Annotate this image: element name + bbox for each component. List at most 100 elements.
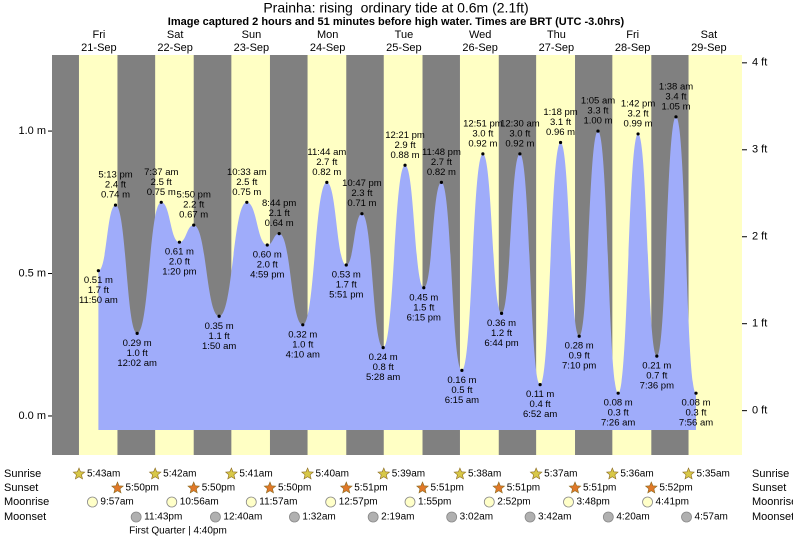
tide-label: 4:59 pm [250,270,284,281]
tide-label: 1.1 ft [209,331,230,342]
tide-label: 2.4 ft [105,180,126,191]
y2-tick-label: 4 ft [752,57,767,69]
sunset-time: 5:51pm [354,483,387,494]
row-label: Moonset [4,511,46,523]
tide-area [98,116,697,430]
tide-label: 0.3 ft [685,408,706,419]
sunset-time: 5:50pm [125,483,158,494]
tide-label: 1:50 am [202,341,236,352]
tide-label: 5:28 am [366,372,400,383]
moonset-time: 12:40am [223,512,262,523]
tide-label: 0.75 m [147,187,176,198]
row-label: Sunset [752,482,786,494]
tide-label: 7:56 am [679,418,713,429]
tide-point [96,269,100,273]
sunset-time: 5:52pm [659,483,692,494]
sun-icon [453,467,467,480]
tide-label: 1.7 ft [336,279,357,290]
tide-label: 0.96 m [546,127,575,138]
tide-label: 4:10 am [286,349,320,360]
tide-point [636,132,640,136]
tide-label: 1.0 ft [127,348,148,359]
tide-label: 1.7 ft [88,285,109,296]
tide-point [616,391,620,395]
tide-label: 0.11 m [526,389,554,400]
tide-point [277,232,281,236]
moonrise-time: 10:56am [180,497,219,508]
tide-point [217,314,221,318]
tide-label: 11:44 am [307,147,346,158]
row-label: Moonset [752,511,793,523]
tide-label: 0.16 m [447,375,476,386]
moonrise-icon [404,496,416,508]
tide-label: 0.99 m [624,118,653,129]
tide-label: 0.5 ft [451,385,472,396]
row-label: Sunrise [4,468,41,480]
tide-point [655,354,659,358]
sunset-time: 5:50pm [202,483,235,494]
tide-label: 6:52 am [523,409,557,420]
tide-label: 11:48 pm [422,147,461,158]
weekday-label: Sun [242,29,262,41]
tide-label: 12:51 pm [463,118,503,129]
date-label: 27-Sep [539,42,574,54]
tide-label: 0.08 m [604,398,633,409]
tide-label: 0.21 m [642,361,671,372]
moonset-icon [130,511,142,523]
tide-label: 0.64 m [265,218,294,229]
weekday-label: Wed [469,29,491,41]
tide-label: 6:44 pm [484,338,518,349]
tide-label: 2.9 ft [394,140,415,151]
tide-point [245,200,249,204]
tide-point [325,180,329,184]
sunrise-time: 5:35am [697,469,730,480]
tide-label: 0.4 ft [530,399,551,410]
sunrise-time: 5:43am [87,469,120,480]
weekday-label: Thu [547,29,566,41]
moonrise-icon [642,496,653,508]
date-label: 25-Sep [386,42,421,54]
sunset-time: 5:51pm [507,483,540,494]
moonset-icon [367,511,379,523]
moonrise-time: 3:48pm [576,497,609,508]
sunset-time: 5:51pm [583,483,616,494]
tide-label: 0.36 m [487,318,516,329]
tide-label: 1.2 ft [491,328,512,339]
moonset-time: 11:43pm [144,512,182,523]
tide-label: 0.7 ft [646,371,667,382]
tide-point [381,345,385,350]
sun-icon [682,467,695,480]
tide-label: 7:10 pm [562,361,596,372]
tide-point [481,152,485,156]
sunset-time: 5:51pm [431,483,464,494]
tide-label: 1:18 pm [543,107,577,118]
tide-point [499,311,504,316]
tide-label: 2.0 ft [169,257,190,268]
tide-point [360,212,364,216]
tide-label: 2.0 ft [257,260,278,271]
tide-point [674,115,678,119]
tide-label: 10:33 am [227,167,267,178]
sun-icon [111,481,124,494]
tide-label: 0.82 m [427,167,456,178]
tide-label: 1:42 pm [621,98,655,109]
tide-point [344,263,348,267]
moonrise-icon [483,496,495,508]
row-label: Moonrise [752,496,793,508]
moonrise-icon [325,496,337,508]
moonrise-time: 2:52pm [497,497,530,508]
moonrise-icon [245,496,257,508]
tide-label: 0.08 m [681,398,710,409]
sun-icon [529,467,543,480]
moonset-icon [446,511,458,523]
sunrise-time: 5:36am [620,469,653,480]
moonrise-time: 12:57pm [339,497,378,508]
tide-label: 12:21 pm [385,130,425,141]
tide-label: 2.7 ft [316,157,337,168]
date-label: 22-Sep [157,42,192,54]
tide-point [159,200,163,204]
y2-tick-label: 1 ft [752,318,767,330]
sun-icon [605,467,619,480]
tide-label: 8:44 pm [262,198,296,209]
